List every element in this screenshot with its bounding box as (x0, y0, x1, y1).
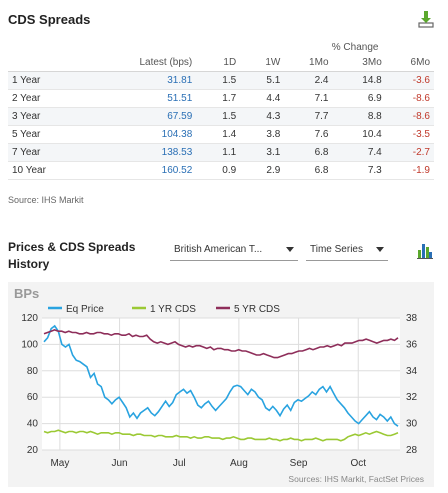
change-1d-cell: 1.7 (196, 89, 241, 108)
change-6mo-cell: -2.7 (385, 143, 434, 162)
view-select[interactable]: Time Series (306, 241, 388, 261)
pct-change-header: % Change (331, 41, 379, 53)
term-cell: 5 Year (8, 125, 88, 144)
table-row: 5 Year 104.38 1.4 3.8 7.6 10.4 -3.5 (8, 125, 434, 144)
change-1d-cell: 0.9 (196, 161, 241, 180)
change-1w-cell: 3.1 (240, 143, 285, 162)
plot-area (42, 318, 400, 450)
change-1mo-cell: 7.1 (284, 89, 333, 108)
view-select-value: Time Series (310, 244, 363, 255)
chart-title: BPs (14, 286, 39, 301)
series-line-5-yr-cds (43, 329, 399, 359)
table-row: 2 Year 51.51 1.7 4.4 7.1 6.9 -8.6 (8, 89, 434, 108)
latest-cell[interactable]: 31.81 (87, 71, 197, 90)
change-6mo-cell: -1.9 (385, 161, 434, 180)
x-tick-label: Jul (173, 458, 186, 469)
change-1mo-cell: 6.8 (284, 161, 333, 180)
change-1mo-cell: 7.7 (284, 107, 333, 126)
y-left-tick-label: 20 (27, 445, 39, 456)
legend-entry: Eq Price (66, 304, 104, 315)
change-3mo-cell: 8.8 (332, 107, 386, 126)
bar-chart-icon[interactable] (417, 241, 433, 259)
company-select-value: British American T... (174, 244, 263, 255)
cds-history-chart: BPs 20 40 60 80 100 120 28 30 32 34 36 38 May Jun Jul Au… (14, 286, 424, 484)
y-left-tick-label: 60 (27, 392, 39, 403)
chart-source: Sources: IHS Markit, FactSet Prices (288, 474, 424, 484)
change-3mo-cell: 7.3 (332, 161, 386, 180)
download-icon[interactable] (418, 10, 434, 28)
table-source: Source: IHS Markit (8, 195, 84, 205)
col-latest: Latest (bps) (87, 54, 197, 72)
cds-history-chart-panel: BPs 20 40 60 80 100 120 28 30 32 34 36 38 May Jun Jul Au… (8, 282, 434, 487)
table-row: 10 Year 160.52 0.9 2.9 6.8 7.3 -1.9 (8, 161, 434, 180)
chevron-down-icon (286, 247, 294, 252)
change-3mo-cell: 14.8 (332, 71, 386, 90)
table-row: 3 Year 67.59 1.5 4.3 7.7 8.8 -8.6 (8, 107, 434, 126)
company-select[interactable]: British American T... (170, 241, 298, 261)
y-right-tick-label: 32 (406, 392, 418, 403)
term-cell: 10 Year (8, 161, 88, 180)
change-1d-cell: 1.4 (196, 125, 241, 144)
change-1w-cell: 5.1 (240, 71, 285, 90)
col-1mo: 1Mo (284, 54, 333, 72)
chevron-down-icon (376, 247, 384, 252)
legend-entry: 5 YR CDS (234, 304, 280, 315)
latest-cell[interactable]: 67.59 (87, 107, 197, 126)
x-tick-label: Aug (230, 458, 248, 469)
x-tick-label: Sep (290, 458, 308, 469)
latest-cell[interactable]: 160.52 (87, 161, 197, 180)
history-title-line2: History (8, 257, 50, 271)
latest-cell[interactable]: 51.51 (87, 89, 197, 108)
change-1mo-cell: 2.4 (284, 71, 333, 90)
series-line-1-yr-cds (43, 429, 399, 442)
change-6mo-cell: -8.6 (385, 107, 434, 126)
y-right-tick-label: 34 (406, 366, 418, 377)
latest-cell[interactable]: 138.53 (87, 143, 197, 162)
change-3mo-cell: 6.9 (332, 89, 386, 108)
y-left-tick-label: 120 (21, 313, 38, 324)
x-tick-label: May (50, 458, 69, 469)
x-tick-label: Oct (350, 458, 366, 469)
change-1d-cell: 1.5 (196, 107, 241, 126)
change-6mo-cell: -3.6 (385, 71, 434, 90)
change-1d-cell: 1.1 (196, 143, 241, 162)
y-left-tick-label: 40 (27, 419, 39, 430)
y-right-tick-label: 30 (406, 419, 418, 430)
history-title-line1: Prices & CDS Spreads (8, 240, 136, 254)
cds-spreads-table: % Change Latest (bps) 1D 1W 1Mo 3Mo 6Mo … (8, 40, 434, 180)
col-6mo: 6Mo (385, 54, 434, 72)
change-1w-cell: 3.8 (240, 125, 285, 144)
table-row: 7 Year 138.53 1.1 3.1 6.8 7.4 -2.7 (8, 143, 434, 162)
col-3mo: 3Mo (332, 54, 386, 72)
change-3mo-cell: 10.4 (332, 125, 386, 144)
col-1d: 1D (196, 54, 241, 72)
x-tick-label: Jun (112, 458, 128, 469)
change-3mo-cell: 7.4 (332, 143, 386, 162)
table-row: 1 Year 31.81 1.5 5.1 2.4 14.8 -3.6 (8, 71, 434, 90)
y-right-tick-label: 38 (406, 313, 418, 324)
change-6mo-cell: -3.5 (385, 125, 434, 144)
table-header-row: Latest (bps) 1D 1W 1Mo 3Mo 6Mo (8, 54, 434, 72)
y-right-tick-label: 36 (406, 339, 418, 350)
change-1d-cell: 1.5 (196, 71, 241, 90)
cds-spreads-title: CDS Spreads (8, 12, 91, 27)
change-1mo-cell: 6.8 (284, 143, 333, 162)
change-1w-cell: 4.4 (240, 89, 285, 108)
change-1mo-cell: 7.6 (284, 125, 333, 144)
term-cell: 1 Year (8, 71, 88, 90)
term-cell: 7 Year (8, 143, 88, 162)
y-left-tick-label: 80 (27, 366, 39, 377)
y-right-tick-label: 28 (406, 445, 418, 456)
change-1w-cell: 2.9 (240, 161, 285, 180)
term-cell: 3 Year (8, 107, 88, 126)
latest-cell[interactable]: 104.38 (87, 125, 197, 144)
y-left-tick-label: 100 (21, 339, 38, 350)
legend-entry: 1 YR CDS (150, 304, 196, 315)
change-1w-cell: 4.3 (240, 107, 285, 126)
col-1w: 1W (240, 54, 285, 72)
term-cell: 2 Year (8, 89, 88, 108)
series-line-eq-price (43, 324, 399, 427)
change-6mo-cell: -8.6 (385, 89, 434, 108)
